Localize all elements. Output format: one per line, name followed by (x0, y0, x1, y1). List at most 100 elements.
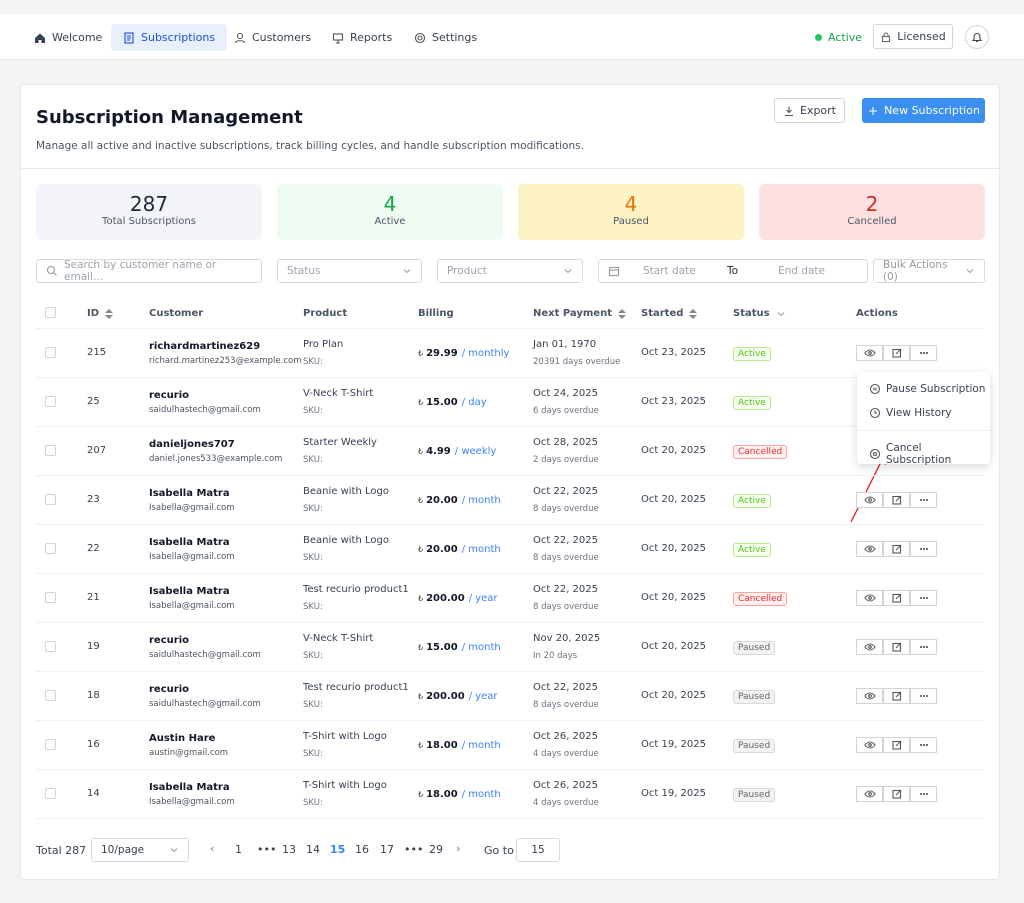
nav-item[interactable]: Subscriptions (111, 24, 228, 51)
edit-button[interactable] (883, 786, 910, 802)
edit-button[interactable] (883, 541, 910, 557)
row-checkbox[interactable] (45, 641, 56, 652)
view-button[interactable] (856, 639, 883, 655)
view-button[interactable] (856, 786, 883, 802)
icon (46, 265, 58, 277)
page-number[interactable]: 16 (355, 843, 369, 856)
next-payment: Jan 01, 1970 (533, 339, 597, 350)
view-button[interactable] (856, 345, 883, 361)
view-button[interactable] (856, 688, 883, 704)
icon (891, 788, 903, 800)
page-number[interactable]: ••• (404, 843, 424, 856)
more-button[interactable] (910, 737, 937, 753)
status-badge: Active (733, 347, 771, 361)
page-size-select[interactable]: 10/page (91, 838, 189, 862)
search-input[interactable]: Search by customer name or email... (36, 259, 262, 283)
view-button[interactable] (856, 541, 883, 557)
status-select[interactable]: Status (277, 259, 422, 283)
page-number[interactable]: 17 (380, 843, 394, 856)
notifications-button[interactable] (965, 25, 989, 49)
export-button[interactable]: Export (774, 98, 845, 123)
page-number[interactable]: ••• (257, 843, 277, 856)
product-name: V-Neck T-Shirt (303, 633, 374, 644)
nav-label: Reports (350, 31, 393, 44)
view-button[interactable] (856, 590, 883, 606)
status-text: Active (828, 31, 863, 44)
page-number[interactable]: 1 (235, 843, 242, 856)
more-button[interactable] (910, 345, 937, 361)
menu-item[interactable]: Cancel Subscription (869, 442, 990, 466)
row-checkbox[interactable] (45, 592, 56, 603)
row-checkbox[interactable] (45, 494, 56, 505)
column-header: Customer (149, 308, 203, 319)
license-button[interactable]: Licensed (873, 24, 953, 49)
more-button[interactable] (910, 639, 937, 655)
next-page[interactable]: › (456, 842, 461, 855)
nav-item[interactable]: Settings (402, 24, 489, 51)
more-button[interactable] (910, 688, 937, 704)
column-label: ID (87, 308, 100, 319)
row-checkbox[interactable] (45, 788, 56, 799)
page-number[interactable]: 29 (429, 843, 443, 856)
edit-button[interactable] (883, 737, 910, 753)
row-checkbox[interactable] (45, 347, 56, 358)
icon (863, 690, 876, 702)
icon (608, 265, 620, 277)
icon (869, 448, 881, 460)
more-button[interactable] (910, 786, 937, 802)
nav-item[interactable]: Welcome (22, 24, 114, 51)
menu-item[interactable]: View History (869, 407, 952, 419)
payment-due: 4 days overdue (533, 798, 599, 808)
edit-button[interactable] (883, 345, 910, 361)
column-header[interactable]: ID (87, 308, 114, 319)
edit-button[interactable] (883, 688, 910, 704)
page-number[interactable]: 13 (282, 843, 296, 856)
row-checkbox[interactable] (45, 445, 56, 456)
sku-label: SKU: (303, 749, 323, 759)
menu-item[interactable]: Pause Subscription (869, 383, 985, 395)
license-text: Licensed (897, 30, 946, 43)
stat-label: Paused (613, 216, 649, 227)
row-checkbox[interactable] (45, 543, 56, 554)
row-checkbox[interactable] (45, 739, 56, 750)
product-name: T-Shirt with Logo (303, 731, 387, 742)
view-button[interactable] (856, 737, 883, 753)
more-button[interactable] (910, 541, 937, 557)
icon (863, 592, 876, 604)
more-button[interactable] (910, 590, 937, 606)
column-header[interactable]: Status (733, 308, 786, 319)
icon (863, 788, 876, 800)
column-header[interactable]: Next Payment (533, 308, 626, 319)
currency: ₺ (418, 643, 424, 652)
nav-item[interactable]: Customers (222, 24, 323, 51)
nav-item[interactable]: Reports (320, 24, 404, 51)
edit-button[interactable] (883, 639, 910, 655)
edit-button[interactable] (883, 590, 910, 606)
date-range[interactable]: Start date To End date (598, 259, 868, 283)
row-checkbox[interactable] (45, 690, 56, 701)
edit-button[interactable] (883, 492, 910, 508)
new-subscription-button[interactable]: New Subscription (862, 98, 985, 123)
goto-input[interactable]: 15 (516, 838, 560, 862)
icon (891, 641, 903, 653)
bulk-actions[interactable]: Bulk Actions (0) (873, 259, 985, 283)
page-number[interactable]: 15 (330, 843, 346, 856)
prev-page[interactable]: ‹ (210, 842, 215, 855)
table-row: 25 recurio saidulhastech@gmail.com V-Neck T… (36, 378, 984, 427)
sku-label: SKU: (303, 553, 323, 563)
product-name: V-Neck T-Shirt (303, 388, 374, 399)
currency: ₺ (418, 545, 424, 554)
row-checkbox[interactable] (45, 396, 56, 407)
export-text: Export (799, 104, 836, 117)
currency: ₺ (418, 594, 424, 603)
select-all[interactable] (45, 307, 56, 318)
billing: ₺ 20.00/ month (418, 544, 501, 555)
table-row: 207 danieljones707 daniel.jones533@example… (36, 427, 984, 476)
column-label: Started (641, 308, 684, 319)
product-select[interactable]: Product (437, 259, 583, 283)
billing: ₺ 200.00/ year (418, 691, 498, 702)
view-button[interactable] (856, 492, 883, 508)
more-button[interactable] (910, 492, 937, 508)
column-header[interactable]: Started (641, 308, 698, 319)
page-number[interactable]: 14 (306, 843, 320, 856)
